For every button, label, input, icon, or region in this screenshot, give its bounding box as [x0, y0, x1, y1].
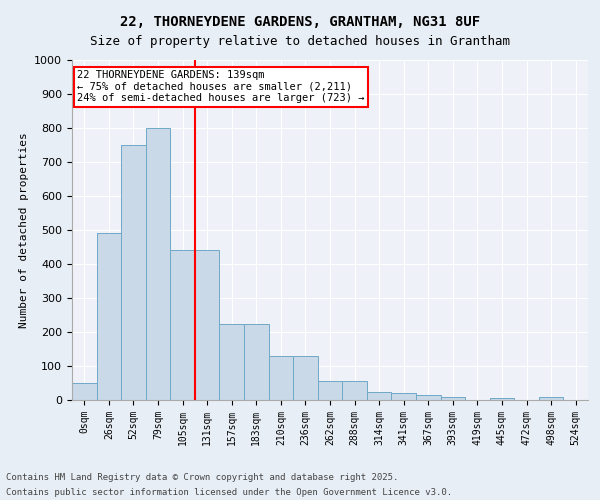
Text: 22 THORNEYDENE GARDENS: 139sqm
← 75% of detached houses are smaller (2,211)
24% : 22 THORNEYDENE GARDENS: 139sqm ← 75% of … — [77, 70, 365, 103]
Bar — [195, 250, 220, 400]
Bar — [220, 324, 244, 400]
Text: Size of property relative to detached houses in Grantham: Size of property relative to detached ho… — [90, 35, 510, 48]
Bar — [367, 392, 391, 400]
Bar — [539, 396, 563, 400]
Bar — [146, 128, 170, 400]
Bar — [97, 234, 121, 400]
Bar — [121, 145, 146, 400]
Y-axis label: Number of detached properties: Number of detached properties — [19, 132, 29, 328]
Text: 22, THORNEYDENE GARDENS, GRANTHAM, NG31 8UF: 22, THORNEYDENE GARDENS, GRANTHAM, NG31 … — [120, 15, 480, 29]
Bar — [318, 382, 342, 400]
Bar — [72, 383, 97, 400]
Text: Contains public sector information licensed under the Open Government Licence v3: Contains public sector information licen… — [6, 488, 452, 497]
Bar — [342, 382, 367, 400]
Text: Contains HM Land Registry data © Crown copyright and database right 2025.: Contains HM Land Registry data © Crown c… — [6, 473, 398, 482]
Bar — [293, 356, 318, 400]
Bar — [170, 250, 195, 400]
Bar — [244, 324, 269, 400]
Bar — [391, 393, 416, 400]
Bar — [490, 398, 514, 400]
Bar — [416, 395, 440, 400]
Bar — [440, 396, 465, 400]
Bar — [269, 356, 293, 400]
